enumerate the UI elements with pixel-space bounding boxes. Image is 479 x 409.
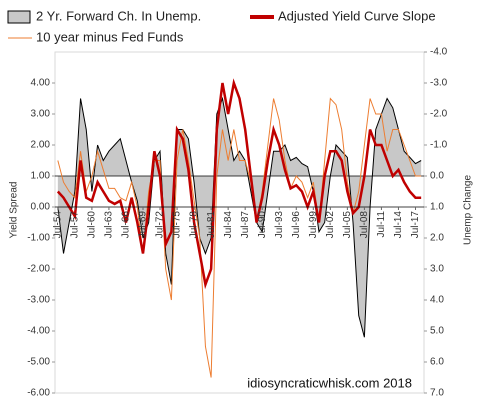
y-tick-label: -2.00 [27, 264, 50, 275]
x-tick-label: Jul-72 [155, 211, 166, 239]
y2-axis-label: Unemp Change [463, 175, 474, 245]
y-tick-label: 3.00 [31, 109, 51, 120]
y-tick-label: -6.00 [27, 388, 50, 399]
x-tick-label: Jul-93 [274, 211, 285, 239]
x-tick-label: Jul-66 [121, 211, 132, 239]
x-tick-label: Jul-60 [87, 211, 98, 239]
x-tick-label: Jul-87 [240, 211, 251, 239]
y2-tick-label: 3.0 [430, 264, 444, 275]
x-tick-label: Jul-11 [376, 211, 387, 238]
x-tick-label: Jul-57 [70, 211, 81, 239]
y2-tick-label: 5.0 [430, 326, 444, 337]
y2-tick-label: 1.0 [430, 202, 444, 213]
y-axis-label: Yield Spread [9, 182, 20, 239]
area [57, 98, 422, 338]
y-tick-label: -5.00 [27, 357, 50, 368]
x-tick-label: Jul-05 [342, 211, 353, 239]
x-tick-label: Jul-02 [325, 211, 336, 239]
y-tick-label: 0.00 [31, 202, 51, 213]
x-tick-label: Jul-99 [308, 211, 319, 239]
annotation: idiosyncraticwhisk.com 2018 [247, 375, 412, 390]
x-tick-label: Jul-78 [189, 211, 200, 239]
x-tick-label: Jul-69 [138, 211, 149, 239]
y-tick-label: 4.00 [31, 78, 51, 89]
y2-tick-label: 0.0 [430, 171, 444, 182]
y2-tick-label: 4.0 [430, 295, 444, 306]
x-tick-label: Jul-96 [291, 211, 302, 239]
x-tick-label: Jul-17 [410, 211, 421, 239]
y2-tick-label: -2.0 [430, 109, 448, 120]
x-tick-label: Jul-84 [223, 211, 234, 239]
x-tick-label: Jul-08 [359, 211, 370, 239]
plot-frame [54, 51, 425, 394]
x-tick-label: Jul-90 [257, 211, 268, 239]
legend-label: Adjusted Yield Curve Slope [278, 8, 436, 23]
x-tick-label: Jul-75 [172, 211, 183, 239]
y2-tick-label: 7.0 [430, 388, 444, 399]
y2-tick-label: 6.0 [430, 357, 444, 368]
x-tick-label: Jul-54 [52, 211, 63, 239]
legend-label: 2 Yr. Forward Ch. In Unemp. [36, 8, 201, 23]
y-tick-label: 1.00 [31, 171, 51, 182]
area-outline [57, 96, 422, 338]
y2-tick-label: -1.0 [430, 140, 448, 151]
y-tick-label: -1.00 [27, 233, 50, 244]
y-tick-label: -4.00 [27, 326, 50, 337]
x-tick-label: Jul-63 [104, 211, 115, 239]
y-tick-label: -3.00 [27, 295, 50, 306]
x-tick-label: Jul-81 [206, 211, 217, 239]
line [56, 78, 422, 290]
y2-tick-label: 2.0 [430, 233, 444, 244]
legend-label: 10 year minus Fed Funds [36, 29, 184, 44]
y-tick-label: 2.00 [31, 140, 51, 151]
y2-tick-label: -3.0 [430, 78, 448, 89]
y2-tick-label: -4.0 [430, 47, 448, 58]
legend-swatch [7, 10, 31, 24]
x-tick-label: Jul-14 [393, 211, 404, 239]
line [57, 97, 422, 378]
